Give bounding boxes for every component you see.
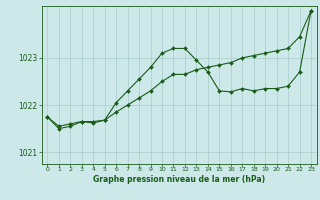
X-axis label: Graphe pression niveau de la mer (hPa): Graphe pression niveau de la mer (hPa) (93, 175, 265, 184)
